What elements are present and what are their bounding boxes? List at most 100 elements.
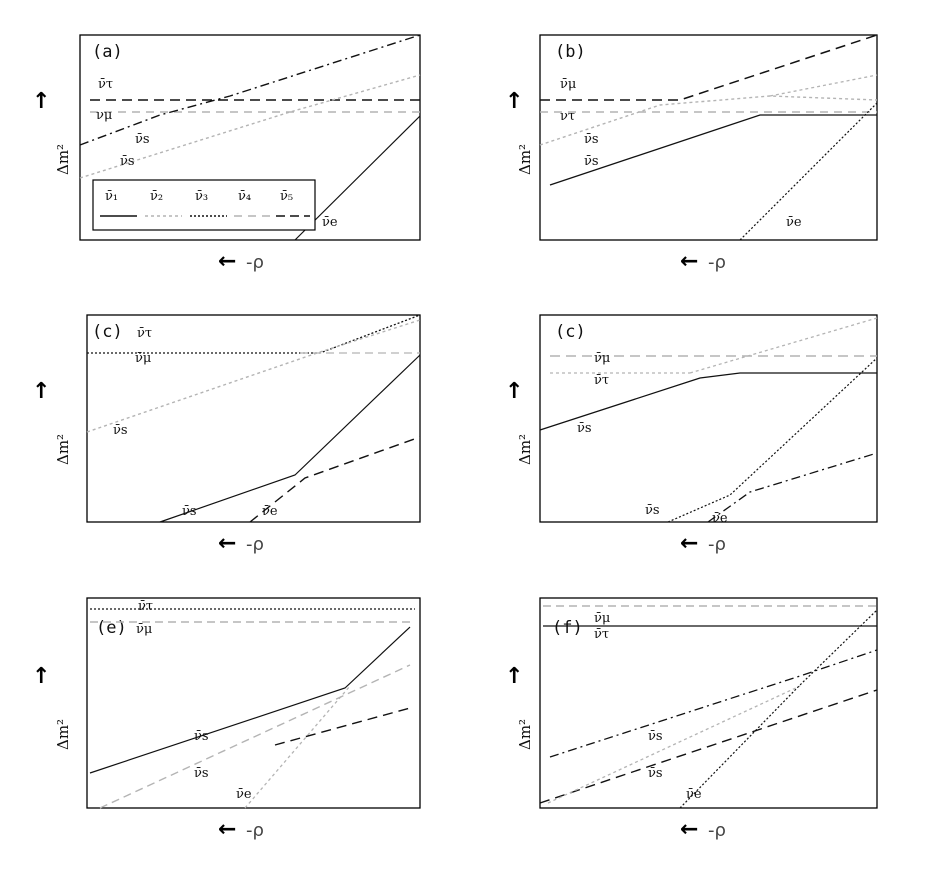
panel-a-curve-s2	[79, 74, 421, 179]
panel-f-curve-s3	[547, 685, 801, 804]
panel-e-label-tau: ν̄τ	[138, 599, 153, 614]
legend: ν̄₁ ν̄₂ ν̄₃ ν̄₄ ν̄₅	[92, 179, 316, 231]
panel-d-label-mu: ν̄μ	[594, 351, 610, 366]
panel-b-curve-s2	[549, 114, 877, 186]
panel-d-frame	[539, 314, 878, 523]
panel-c-up-arrow: ↑	[32, 379, 50, 404]
panel-c-label: (c)	[92, 322, 123, 342]
panel-e-left-arrow: ←	[218, 817, 236, 842]
panel-a-curve-s1	[79, 34, 421, 146]
panel-a-label-e: ν̄e	[322, 215, 338, 230]
panel-e-up-arrow: ↑	[32, 664, 50, 689]
panel-d-xlabel: -ρ	[708, 534, 726, 555]
panel-b-frame	[539, 34, 878, 241]
panel-a-label-s2: ν̄s	[120, 154, 135, 169]
panel-b-curve-s1b	[769, 74, 878, 97]
panel-d-ylabel: Δm²	[516, 434, 534, 465]
panel-f-curve-s1	[549, 649, 878, 758]
panel-d-label: (c)	[555, 322, 586, 342]
panel-f-left-arrow: ←	[680, 817, 698, 842]
panel-d-left-arrow: ←	[680, 531, 698, 556]
panel-c-frame	[86, 314, 421, 523]
panel-b-curve-e	[739, 102, 878, 241]
panel-c-curve-e	[249, 436, 421, 523]
panel-d-curve-s2	[667, 357, 878, 523]
panel-f: (f) ν̄μ ν̄τ ν̄s ν̄s ν̄e ↑ Δm² ← -ρ	[505, 597, 878, 842]
panel-b-ylabel: Δm²	[516, 144, 534, 175]
panel-e-curve-e1	[244, 685, 351, 809]
panel-c-label-e: ν̄e	[262, 504, 278, 519]
panel-f-label-mu: ν̄μ	[594, 611, 610, 626]
panel-d-curve-e	[707, 452, 878, 523]
panel-f-label-tau: ν̄τ	[594, 627, 609, 642]
panel-e-curve-s2	[99, 664, 411, 809]
panel-c-curve-s1	[86, 319, 421, 433]
panel-f-label-s1: ν̄s	[648, 729, 663, 744]
panel-a-left-arrow: ←	[218, 249, 236, 274]
panel-e-ylabel: Δm²	[54, 719, 72, 750]
panel-a-curve-e	[294, 115, 421, 241]
panel-f-up-arrow: ↑	[505, 664, 523, 689]
panel-b-label-s1: ν̄s	[584, 132, 599, 147]
panel-a-frame	[79, 34, 421, 241]
panel-d-label-s1: ν̄s	[577, 421, 592, 436]
panel-c-label-s1: ν̄s	[113, 423, 128, 438]
panel-e-curve-s1	[89, 626, 411, 774]
panel-b-label-mu: ν̄μ	[560, 77, 576, 92]
panel-b-label-e: ν̄e	[786, 215, 802, 230]
panel-a-label-tau: ν̄τ	[98, 77, 113, 92]
panel-e-curve-e2	[274, 707, 411, 746]
panel-c-label-tau: ν̄τ	[137, 326, 152, 341]
panel-d-curve-s1b	[689, 317, 878, 374]
panel-e-xlabel: -ρ	[246, 820, 264, 841]
panel-e-label-mu: ν̄μ	[136, 622, 152, 637]
panel-c: (c) ν̄τ ν̄μ ν̄s ν̄s ν̄e ↑ Δm² ← -ρ	[32, 314, 421, 556]
panel-c-curve-s2	[159, 354, 421, 523]
panel-e-frame	[86, 597, 421, 809]
panel-f-ylabel: Δm²	[516, 719, 534, 750]
panel-e-label-s2: ν̄s	[194, 766, 209, 781]
panel-a-ylabel: Δm²	[54, 144, 72, 175]
panel-b-curve-mu	[540, 34, 878, 101]
panel-f-label-s2: ν̄s	[648, 766, 663, 781]
legend-label-2: ν̄₂	[150, 189, 163, 204]
panel-b-label-tau: ντ	[560, 109, 575, 124]
legend-label-5: ν̄₅	[280, 189, 293, 204]
panel-d-label-s2: ν̄s	[645, 503, 660, 518]
panel-f-label: (f)	[552, 618, 583, 638]
panel-e: (e) ν̄τ ν̄μ ν̄s ν̄s ν̄e ↑ Δm² ← -ρ	[32, 597, 421, 842]
panel-a-label-s1: ν̄s	[135, 132, 150, 147]
panel-b-left-arrow: ←	[680, 249, 698, 274]
panel-d-label-e: ν̄e	[712, 511, 728, 526]
panel-f-xlabel: -ρ	[708, 820, 726, 841]
panel-d: (c) ν̄μ ν̄τ ν̄s ν̄s ν̄e ↑ Δm² ← -ρ	[505, 314, 878, 556]
panel-a-xlabel: -ρ	[246, 252, 264, 273]
panel-a-up-arrow: ↑	[32, 89, 50, 114]
panel-a-label: (a)	[92, 42, 123, 62]
panel-b-label: (b)	[555, 42, 586, 62]
panel-c-ylabel: Δm²	[54, 434, 72, 465]
panel-b-up-arrow: ↑	[505, 89, 523, 114]
panel-a: (a) ν̄τ νμ ν̄s ν̄s ν̄e ν̄₁ ν̄₂ ν̄₃ ν̄₄ ν…	[32, 34, 421, 274]
panel-f-label-e: ν̄e	[686, 787, 702, 802]
panel-f-curve-s2	[539, 689, 878, 804]
panel-b-label-s2: ν̄s	[584, 154, 599, 169]
panel-f-curve-e	[679, 609, 878, 809]
panel-d-curve-s1	[539, 372, 877, 431]
panel-d-label-tau: ν̄τ	[594, 373, 609, 388]
panel-c-label-mu: ν̄μ	[135, 351, 151, 366]
panel-c-left-arrow: ←	[218, 531, 236, 556]
panel-b: (b) ν̄μ ντ ν̄s ν̄s ν̄e ↑ Δm² ← -ρ	[505, 34, 878, 274]
panel-c-xlabel: -ρ	[246, 534, 264, 555]
panel-a-label-mu: νμ	[96, 108, 112, 123]
panel-e-label: (e)	[96, 618, 127, 638]
panel-c-label-s2: ν̄s	[182, 504, 197, 519]
panel-b-curve-s1	[539, 95, 878, 146]
legend-label-3: ν̄₃	[195, 189, 208, 204]
panel-d-up-arrow: ↑	[505, 379, 523, 404]
panel-f-frame	[539, 597, 878, 809]
legend-label-4: ν̄₄	[238, 189, 251, 204]
panel-e-label-s1: ν̄s	[194, 729, 209, 744]
legend-label-1: ν̄₁	[105, 189, 118, 204]
panel-b-xlabel: -ρ	[708, 252, 726, 273]
